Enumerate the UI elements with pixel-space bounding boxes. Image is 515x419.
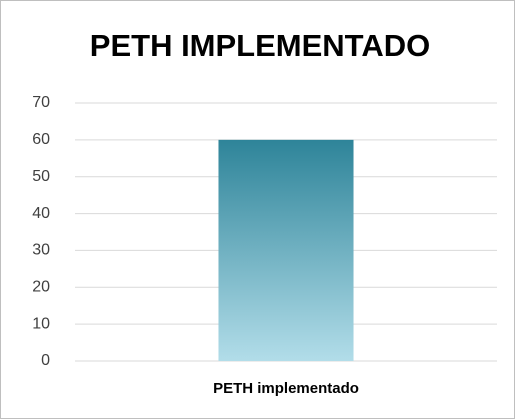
y-tick-label: 60 <box>32 131 50 148</box>
x-tick-label: PETH implementado <box>213 380 359 397</box>
y-tick-label: 0 <box>41 352 50 369</box>
y-tick-label: 20 <box>32 279 50 296</box>
y-tick-label: 70 <box>32 94 50 111</box>
y-tick-label: 10 <box>32 315 50 332</box>
bar <box>218 139 354 361</box>
y-tick-label: 40 <box>32 205 50 222</box>
y-tick-label: 50 <box>32 168 50 185</box>
y-tick-label: 30 <box>32 242 50 259</box>
chart-title: PETH IMPLEMENTADO <box>90 28 430 63</box>
